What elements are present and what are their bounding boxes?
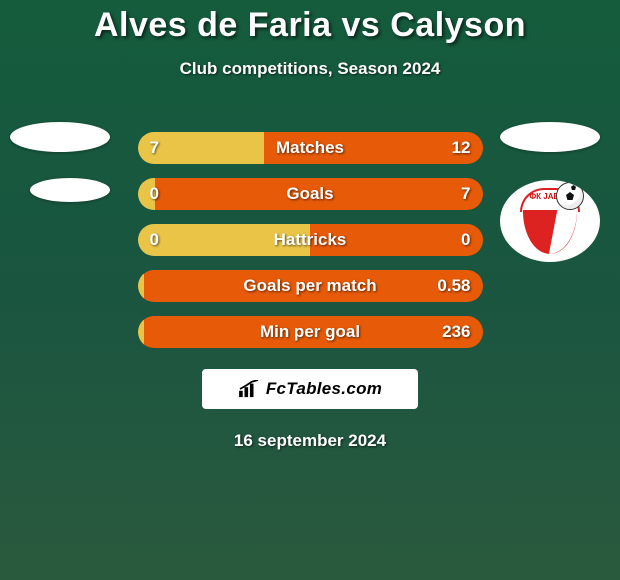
left-ellipse-bottom [30, 178, 110, 202]
stat-value-right: 0 [461, 230, 470, 250]
stat-bar-right [264, 132, 482, 164]
left-player-column-2 [30, 178, 110, 202]
stat-value-right: 12 [452, 138, 471, 158]
stat-bar: 00Hattricks [138, 224, 483, 256]
stat-bar: 712Matches [138, 132, 483, 164]
stat-bar-right [310, 224, 483, 256]
chart-icon [238, 380, 260, 398]
stat-value-left: 0 [150, 230, 159, 250]
left-player-column [10, 122, 110, 152]
stat-value-left: 0 [150, 184, 159, 204]
stat-bar-left [138, 224, 311, 256]
stat-bar: 07Goals [138, 178, 483, 210]
stat-value-right: 7 [461, 184, 470, 204]
stat-bar-right [144, 270, 482, 302]
stat-bar-right [144, 316, 482, 348]
stat-value-right: 236 [442, 322, 470, 342]
soccer-ball-icon [556, 182, 584, 210]
shield-icon: ФК ЈАВОР [520, 188, 580, 254]
stat-row: 0.58Goals per match [0, 263, 620, 309]
left-ellipse-top [10, 122, 110, 152]
stat-value-right: 0.58 [437, 276, 470, 296]
right-ellipse-top [500, 122, 600, 152]
stat-bar: 236Min per goal [138, 316, 483, 348]
stat-row: 236Min per goal [0, 309, 620, 355]
date-text: 16 september 2024 [0, 431, 620, 451]
right-player-column [500, 122, 600, 152]
brand-text: FcTables.com [266, 379, 382, 399]
stat-value-left: 7 [150, 138, 159, 158]
page-title: Alves de Faria vs Calyson [0, 0, 620, 45]
stat-bar-left [138, 316, 145, 348]
brand-box: FcTables.com [202, 369, 418, 409]
subtitle: Club competitions, Season 2024 [0, 59, 620, 79]
stat-bar-left [138, 270, 145, 302]
right-player-badge: ФК ЈАВОР [500, 180, 600, 262]
stat-bar-right [155, 178, 483, 210]
stat-bar: 0.58Goals per match [138, 270, 483, 302]
club-badge: ФК ЈАВОР [500, 180, 600, 262]
